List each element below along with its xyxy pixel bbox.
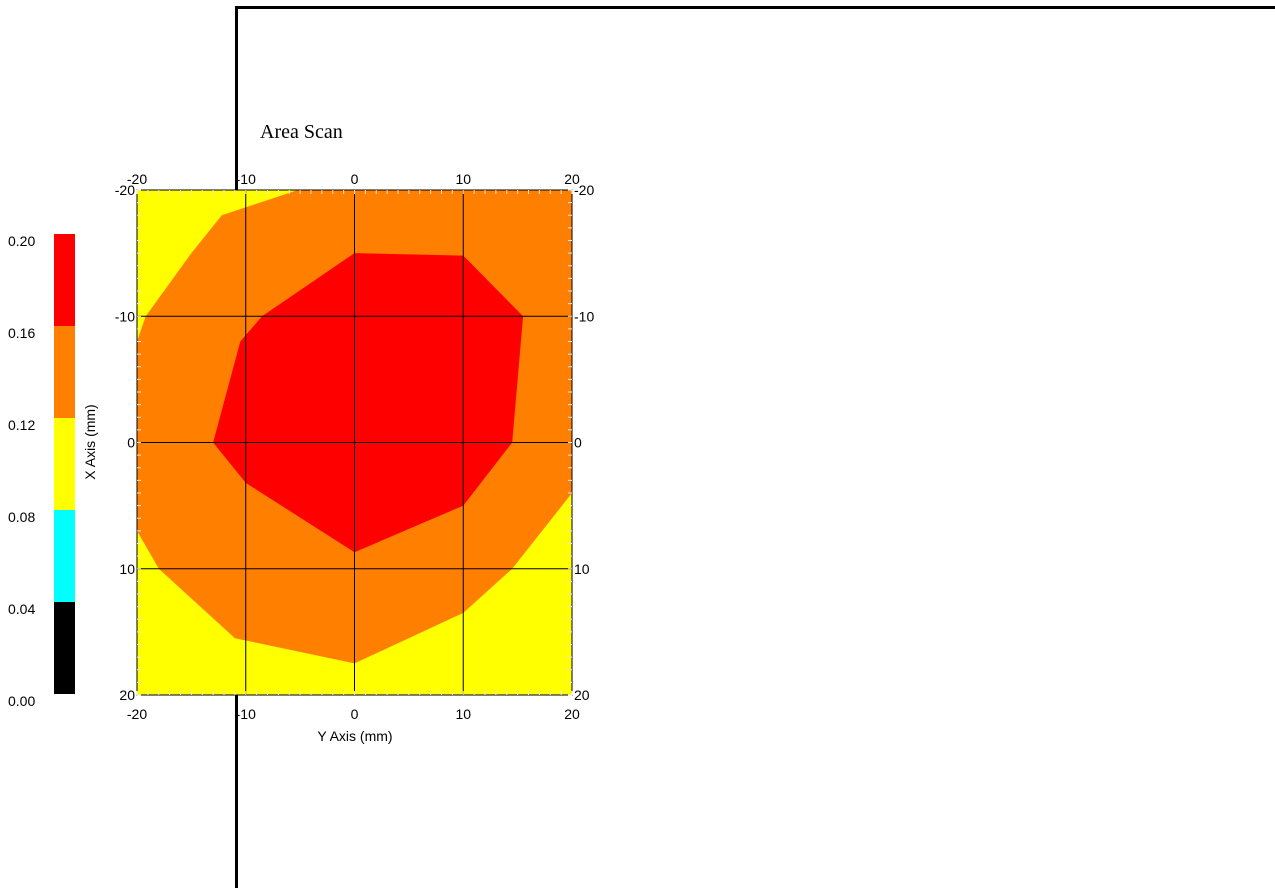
legend-band-3 xyxy=(54,326,75,418)
x-axis-label: Y Axis (mm) xyxy=(317,728,392,744)
x-tick-label-top-4: 20 xyxy=(564,171,580,187)
legend-tick-label-2: 0.12 xyxy=(8,417,35,433)
x-tick-label-bottom-2: 0 xyxy=(351,706,359,722)
legend-band-2 xyxy=(54,418,75,510)
y-axis-label: X Axis (mm) xyxy=(82,404,98,479)
legend-band-1 xyxy=(54,510,75,602)
legend-tick-label-1: 0.16 xyxy=(8,325,35,341)
color-legend: 0.20 0.16 0.12 0.08 0.04 0.00 xyxy=(8,233,75,709)
y-tick-label-right-0: -20 xyxy=(574,182,594,198)
x-tick-label-bottom-1: -10 xyxy=(236,706,256,722)
minor-tick-layer xyxy=(136,189,573,696)
y-tick-label-right-4: 20 xyxy=(574,687,590,703)
y-tick-label-left-0: -20 xyxy=(115,182,135,198)
x-tick-label-bottom-0: -20 xyxy=(127,706,147,722)
legend-tick-label-3: 0.08 xyxy=(8,509,35,525)
y-tick-label-left-3: 10 xyxy=(119,561,135,577)
contour-region-1 xyxy=(213,253,524,553)
y-tick-label-left-4: 20 xyxy=(119,687,135,703)
x-tick-label-bottom-4: 20 xyxy=(564,706,580,722)
y-tick-label-left-2: 0 xyxy=(127,435,135,451)
x-tick-label-bottom-3: 10 xyxy=(455,706,471,722)
x-tick-label-top-0: -20 xyxy=(127,171,147,187)
legend-tick-label-0: 0.20 xyxy=(8,233,35,249)
y-tick-label-left-1: -10 xyxy=(115,308,135,324)
y-tick-label-right-1: -10 xyxy=(574,308,594,324)
x-tick-label-top-3: 10 xyxy=(455,171,471,187)
legend-tick-label-5: 0.00 xyxy=(8,693,35,709)
y-tick-label-right-2: 0 xyxy=(574,435,582,451)
legend-band-0 xyxy=(54,602,75,694)
chart-title: Area Scan xyxy=(260,121,343,143)
frame-top-border xyxy=(235,6,1275,9)
legend-tick-label-4: 0.04 xyxy=(8,601,35,617)
y-tick-label-right-3: 10 xyxy=(574,561,590,577)
legend-band-4 xyxy=(54,234,75,326)
x-tick-label-top-1: -10 xyxy=(236,171,256,187)
x-tick-label-top-2: 0 xyxy=(351,171,359,187)
